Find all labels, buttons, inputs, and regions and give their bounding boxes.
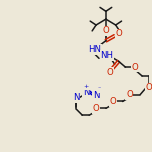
Text: +: + (84, 84, 89, 89)
Text: N: N (73, 93, 80, 102)
Text: HN: HN (89, 45, 102, 54)
Text: O: O (109, 97, 116, 106)
Text: O: O (106, 68, 113, 77)
Text: O: O (132, 63, 139, 72)
Text: N: N (93, 91, 99, 100)
Text: O: O (146, 83, 152, 92)
Text: O: O (126, 90, 133, 99)
Text: O: O (93, 104, 99, 113)
Text: O: O (115, 29, 122, 38)
Text: ⁻: ⁻ (97, 87, 101, 92)
Text: N: N (83, 88, 90, 97)
Text: NH: NH (100, 51, 113, 60)
Text: O: O (102, 26, 109, 35)
